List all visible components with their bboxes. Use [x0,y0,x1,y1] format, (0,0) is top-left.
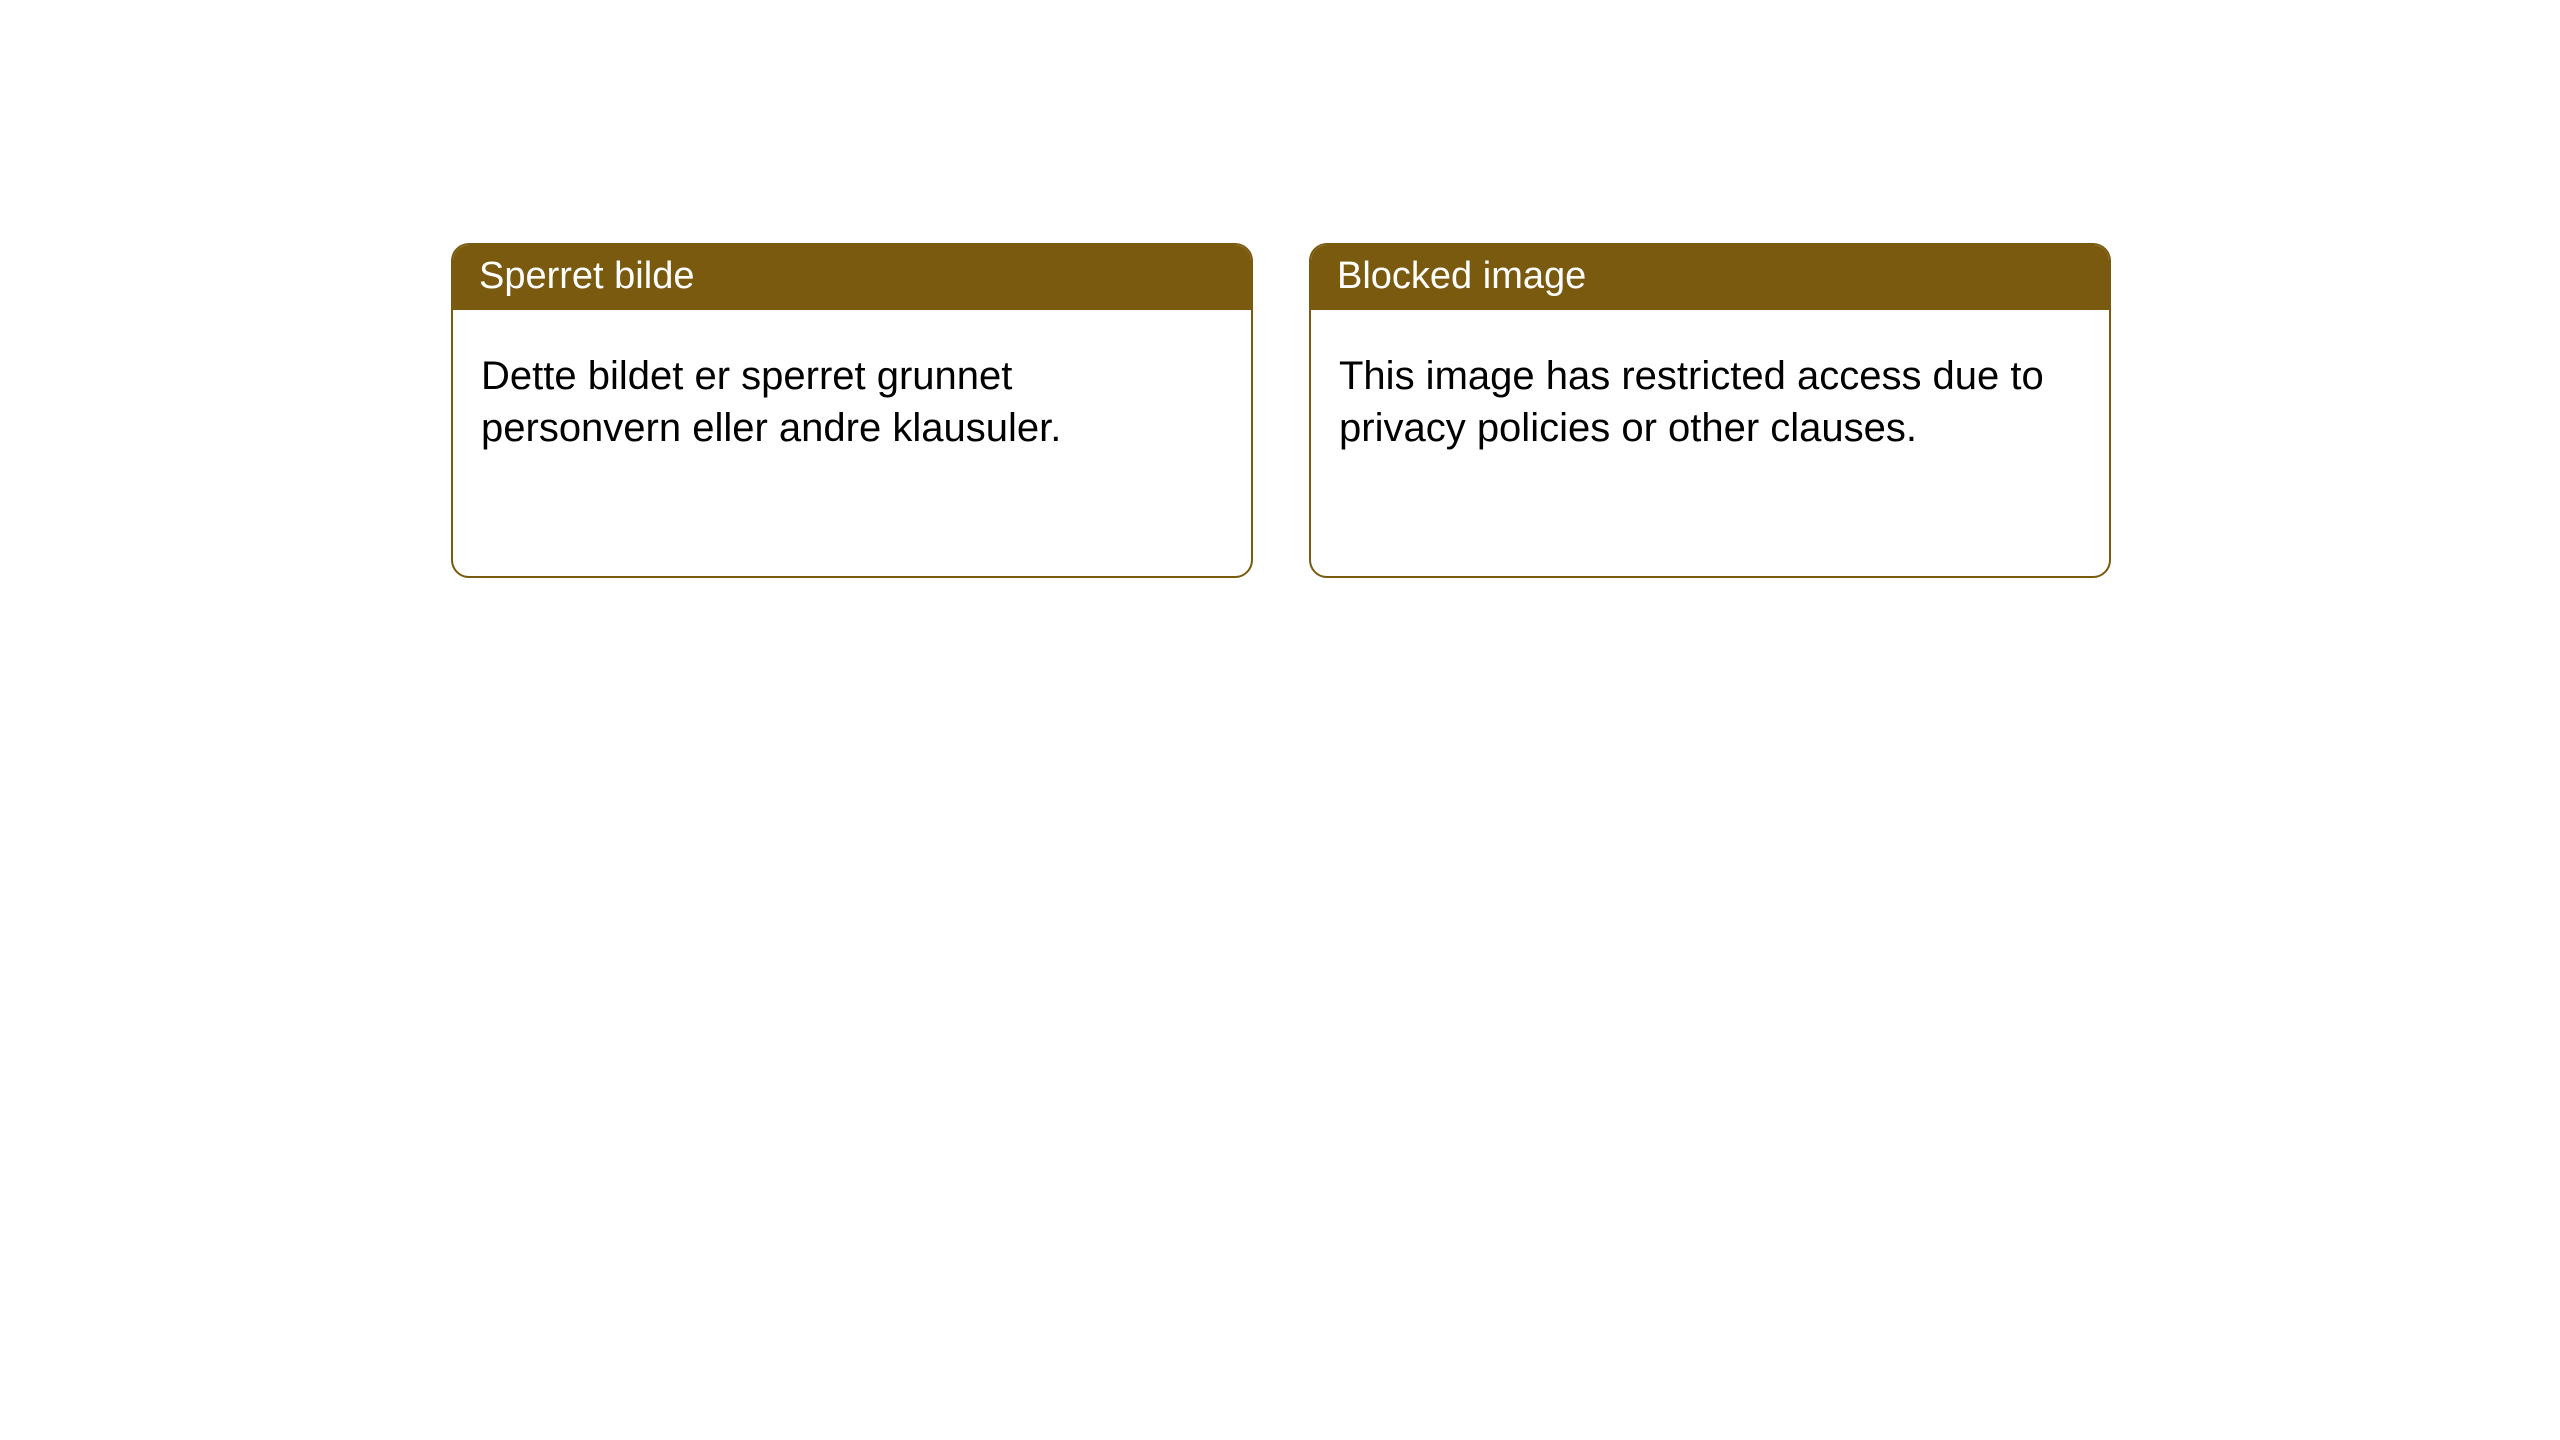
notice-card-body: Dette bildet er sperret grunnet personve… [453,310,1251,482]
notice-card-title: Sperret bilde [453,245,1251,310]
notice-card-title: Blocked image [1311,245,2109,310]
notice-container: Sperret bilde Dette bildet er sperret gr… [0,0,2560,578]
notice-card-norwegian: Sperret bilde Dette bildet er sperret gr… [451,243,1253,578]
notice-card-english: Blocked image This image has restricted … [1309,243,2111,578]
notice-card-body: This image has restricted access due to … [1311,310,2109,482]
